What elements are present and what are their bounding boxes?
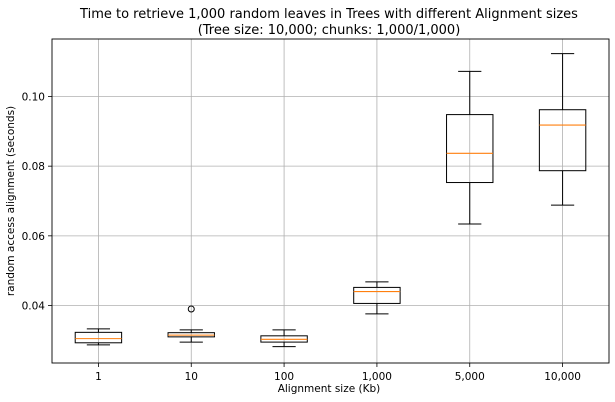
x-axis-label: Alignment size (Kb)	[278, 383, 381, 395]
boxes	[74, 53, 587, 348]
y-tick-label: 0.04	[22, 301, 46, 313]
y-axis-label: random access alignment (seconds)	[5, 106, 17, 296]
box-iqr	[538, 109, 587, 172]
y-tick-label: 0.06	[22, 231, 46, 243]
box-iqr	[446, 114, 494, 184]
chart-subtitle: (Tree size: 10,000; chunks: 1,000/1,000)	[198, 23, 461, 38]
grid	[52, 39, 609, 363]
box-iqr	[74, 331, 123, 344]
box-outlier	[187, 305, 195, 313]
x-tick-label: 1	[95, 371, 102, 383]
axis-ticks: 1 10 100 1,000 5,000 10,000 0.04 0.06 0.08 0.10	[22, 91, 581, 383]
x-tick-label: 1,000	[362, 371, 392, 383]
chart-title: Time to retrieve 1,000 random leaves in …	[79, 7, 578, 22]
x-tick-label: 5,000	[455, 371, 485, 383]
y-tick-label: 0.10	[22, 91, 45, 103]
x-tick-label: 10,000	[544, 371, 581, 383]
plot-frame	[51, 38, 610, 364]
x-tick-label: 100	[274, 371, 294, 383]
y-tick-label: 0.08	[22, 161, 45, 173]
box-iqr	[353, 286, 401, 304]
x-tick-label: 10	[185, 371, 198, 383]
